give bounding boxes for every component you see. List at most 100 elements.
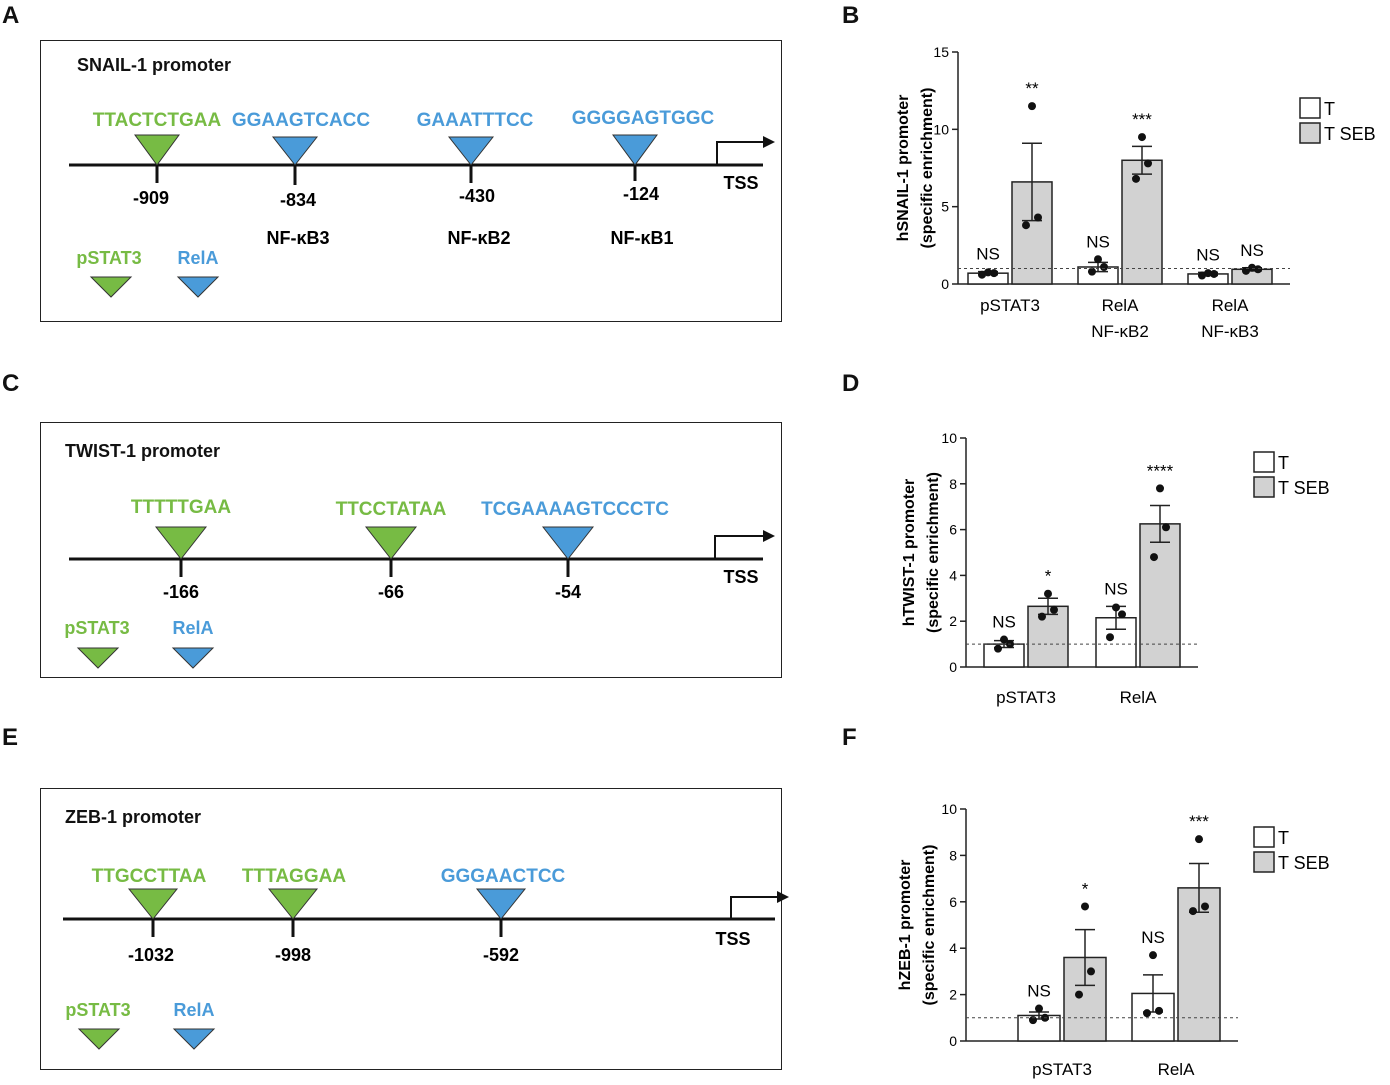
site-position: -998 [275,945,311,965]
y-tick-label: 2 [949,987,957,1003]
nfkb-label: NF-κB1 [610,228,673,248]
snail-promoter-box: SNAIL-1 promoter TTACTCTGAA GGAAGTCACC G… [40,40,782,322]
data-point [1201,902,1209,911]
site-position: -166 [163,582,199,602]
legend-label-t: T [1278,453,1289,473]
significance-label: * [1082,879,1089,898]
twist-promoter-diagram: TTTTTGAA TTCCTATAA TCGAAAAGTCCCTC -166 -… [64,497,775,669]
group-label: NF-κB2 [1091,322,1149,341]
y-axis-label: (specific enrichment) [921,845,938,1006]
group-label: RelA [1102,296,1140,315]
data-point [1132,174,1140,183]
nfkb-label: NF-κB2 [447,228,510,248]
significance-label: NS [1086,232,1110,251]
data-point [978,270,986,279]
significance-label: NS [1196,245,1220,264]
key-pstat3-marker [76,647,120,669]
key-rela-marker [172,1028,216,1050]
data-point [1087,967,1095,976]
tss-label: TSS [723,173,758,193]
legend-swatch-t [1253,826,1275,848]
y-tick-label: 6 [949,894,957,910]
data-point [1149,951,1157,960]
pstat3-site-marker [267,888,319,920]
key-pstat3-label: pSTAT3 [64,618,129,638]
data-point [1075,990,1083,999]
site-position: -124 [623,184,659,204]
pstat3-site-marker [154,526,208,560]
y-tick-label: 0 [941,276,949,292]
data-point [1022,221,1030,230]
data-point [1094,255,1102,264]
legend-label-t: T [1324,99,1335,119]
site-sequence: GGAAGTCACC [232,110,371,131]
tss-arrow-stem [716,141,763,165]
key-pstat3-label: pSTAT3 [65,1000,130,1020]
key-rela-label: RelA [172,618,213,638]
panel-letter-c: C [2,370,20,397]
data-point [1195,835,1203,844]
rela-site-marker [612,134,658,166]
data-point [1118,610,1126,619]
snail-promoter-title: SNAIL-1 promoter [77,55,232,75]
data-point [1204,269,1212,278]
y-tick-label: 10 [933,121,949,137]
group-label: NF-κB3 [1201,322,1259,341]
site-sequence: TTTTTGAA [131,497,232,518]
rela-site-marker [447,136,495,166]
y-tick-label: 8 [949,476,957,492]
data-point [1088,267,1096,276]
data-point [1081,902,1089,911]
group-label: pSTAT3 [1032,1060,1092,1079]
tss-label: TSS [715,929,750,949]
y-axis-label: (specific enrichment) [925,472,942,633]
legend-label-tseb: T SEB [1278,478,1330,498]
tss-arrow-head [763,136,775,148]
y-axis-label: hTWIST-1 promoter [901,479,918,627]
site-sequence: TCGAAAAGTCCCTC [481,499,669,520]
rela-site-marker [271,136,319,166]
significance-label: *** [1189,812,1209,831]
data-point [1035,1004,1043,1013]
data-point [1156,484,1164,493]
site-position: -592 [483,945,519,965]
y-tick-label: 4 [949,567,957,583]
data-point [1106,633,1114,642]
significance-label: NS [1104,579,1128,598]
site-sequence: GGGGAGTGGC [572,108,715,129]
pstat3-site-marker [364,526,418,560]
group-label: pSTAT3 [996,688,1056,707]
y-tick-label: 5 [941,199,949,215]
legend-swatch-tseb [1253,851,1275,873]
legend-swatch-t [1253,451,1275,473]
data-point [990,269,998,278]
key-rela-label: RelA [173,1000,214,1020]
data-point [1150,553,1158,562]
site-position: -66 [378,582,404,602]
significance-label: * [1045,567,1052,586]
data-point [1143,1009,1151,1018]
pstat3-site-marker [127,888,179,920]
panel-letter-d: D [842,370,860,397]
legend-label-tseb: T SEB [1278,853,1330,873]
y-tick-label: 0 [949,659,957,675]
legend-swatch-t [1299,97,1321,119]
data-point [1028,102,1036,111]
data-point [1210,269,1218,278]
legend-label-t: T [1278,828,1289,848]
group-label: RelA [1212,296,1250,315]
y-tick-label: 0 [949,1033,957,1049]
data-point [1038,612,1046,621]
data-point [1162,523,1170,532]
site-position: -430 [459,186,495,206]
site-sequence: TTGCCTTAA [92,866,207,887]
data-point [984,268,992,277]
zeb-enrichment-chart: hZEB-1 promoter (specific enrichment) 0 2 4 6… [897,801,1330,1079]
data-point [1138,133,1146,142]
significance-label: NS [992,613,1016,632]
bar [1139,523,1181,668]
site-sequence: TTCCTATAA [336,499,447,520]
data-point [1000,635,1008,644]
twist-promoter-title: TWIST-1 promoter [65,441,221,461]
panel-letter-f: F [842,724,857,751]
